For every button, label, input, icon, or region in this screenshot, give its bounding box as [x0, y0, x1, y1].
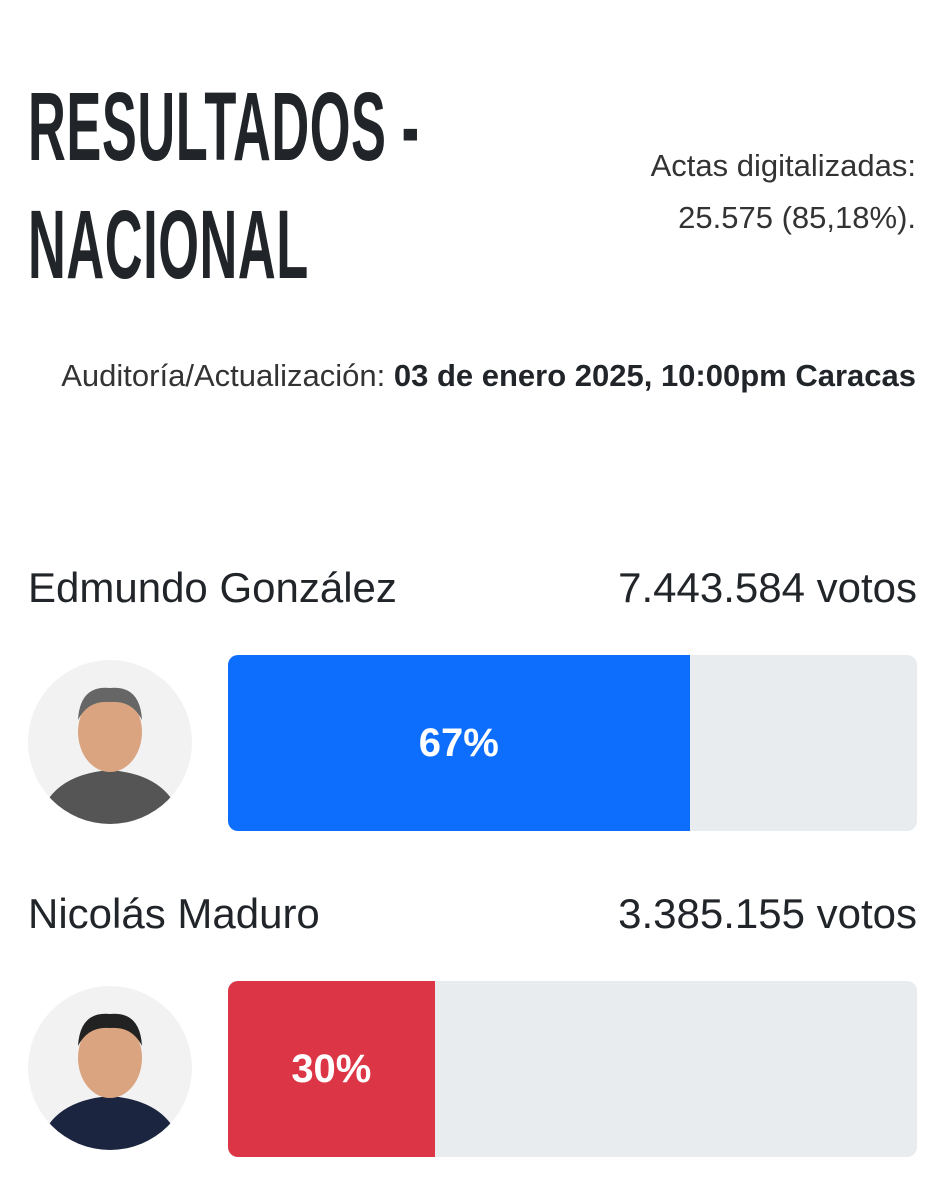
avatar — [28, 986, 192, 1150]
audit-label: Auditoría/Actualización: — [61, 358, 386, 393]
bar-track: 30% — [228, 981, 917, 1157]
bar-label: 67% — [418, 720, 499, 765]
candidate-name: Nicolás Maduro — [28, 890, 320, 937]
candidate: Nicolás Maduro 3.385.155 votos 30% — [28, 886, 917, 1186]
candidate-votes: 3.385.155 votos — [618, 890, 917, 937]
candidate-votes: 7.443.584 votos — [618, 564, 917, 611]
title: RESULTADOS - NACIONAL — [28, 72, 420, 299]
bar-track: 67% — [228, 655, 917, 831]
actas: Actas digitalizadas: 25.575 (85,18%). — [650, 148, 916, 235]
audit: Auditoría/Actualización: 03 de enero 202… — [36, 350, 916, 402]
candidate-name: Edmundo González — [28, 564, 397, 611]
bar-label: 30% — [291, 1046, 372, 1091]
audit-value: 03 de enero 2025, 10:00pm Caracas — [393, 358, 916, 393]
bar: 67% — [228, 655, 690, 831]
avatar — [28, 660, 192, 824]
bar: 30% — [228, 981, 435, 1157]
candidate: Edmundo González 7.443.584 votos 67% — [28, 560, 917, 860]
